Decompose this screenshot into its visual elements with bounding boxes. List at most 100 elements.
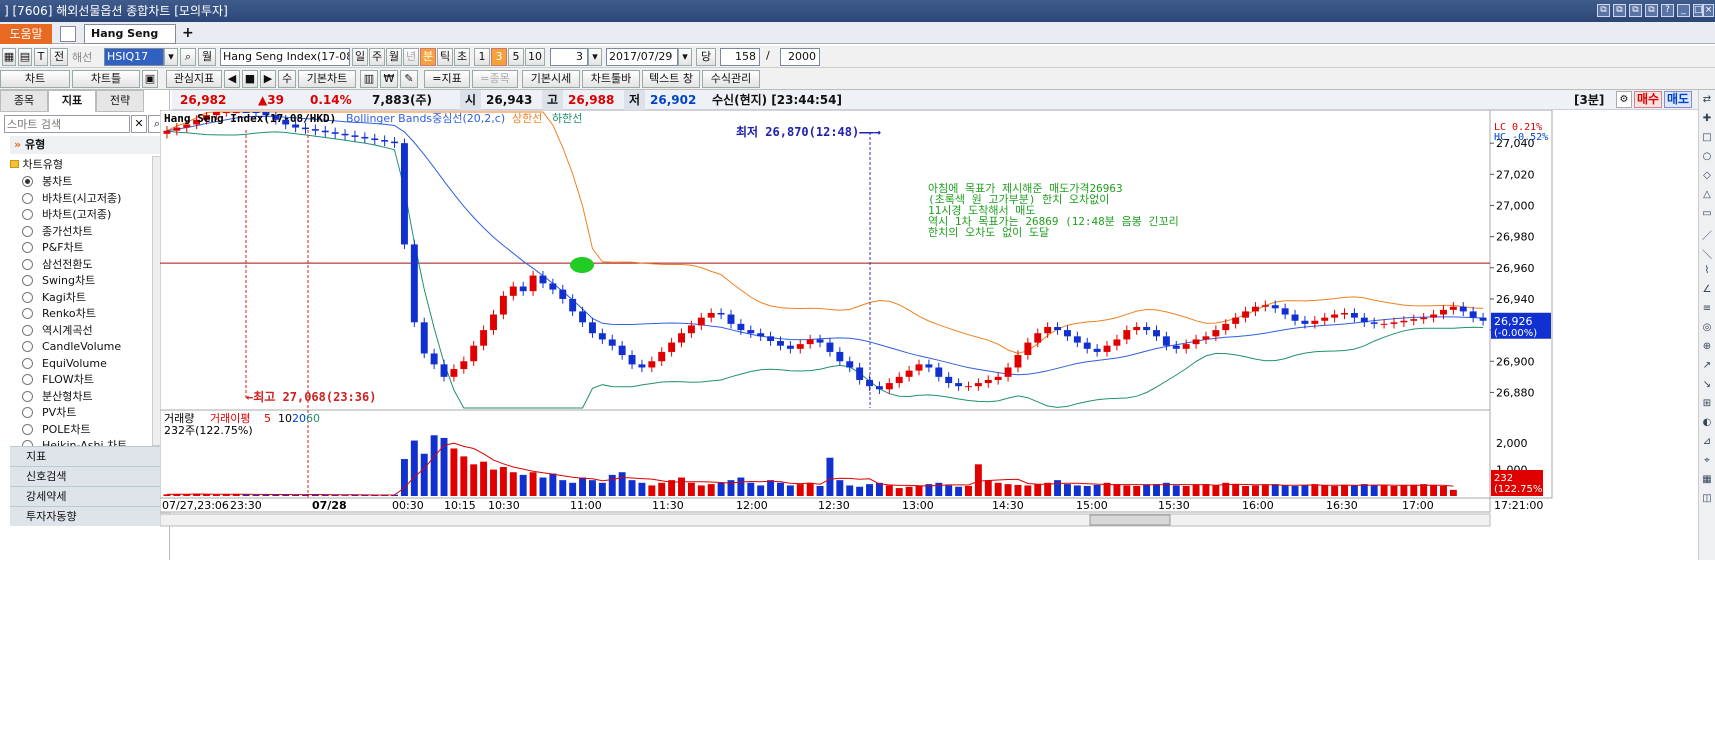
drawing-tool-icon[interactable]: ↗: [1702, 360, 1712, 371]
tab-symbol[interactable]: 종목: [0, 90, 48, 112]
tile-icon[interactable]: ⧉: [1613, 4, 1626, 17]
date-input[interactable]: 2017/07/29: [606, 48, 678, 66]
close-button[interactable]: ×: [1703, 4, 1714, 17]
drawing-tool-icon[interactable]: ◇: [1703, 170, 1711, 181]
tab-strategy[interactable]: 전략: [96, 90, 144, 112]
drawing-tool-icon[interactable]: □: [1702, 132, 1712, 143]
sell-button[interactable]: 매도: [1664, 91, 1692, 108]
chart-type-item[interactable]: 바차트(시고저종): [22, 191, 121, 207]
chart-type-item[interactable]: 역시계곡선: [22, 323, 93, 339]
chart-type-item[interactable]: CandleVolume: [22, 339, 121, 355]
drawing-tool-icon[interactable]: △: [1703, 189, 1711, 200]
currency-button[interactable]: ₩: [380, 70, 398, 88]
tab-hang-seng[interactable]: Hang Seng ✕: [84, 24, 176, 58]
help-button[interactable]: 도움말: [0, 24, 52, 44]
interval-10[interactable]: 10: [525, 48, 545, 66]
count-input[interactable]: 158: [720, 48, 760, 66]
chart-frame-button[interactable]: 차트틀: [72, 70, 140, 88]
watch-indicator-button[interactable]: 관심지표: [166, 70, 222, 88]
layout-icon[interactable]: ⧉: [1645, 4, 1658, 17]
radio-icon[interactable]: [22, 324, 33, 336]
drawing-tool-icon[interactable]: ○: [1702, 151, 1712, 162]
period-month[interactable]: 월: [386, 48, 402, 66]
wrench-icon[interactable]: ✎: [400, 70, 418, 88]
interval-3[interactable]: 3: [491, 48, 507, 66]
tab-indicator[interactable]: 지표: [48, 90, 96, 112]
radio-icon[interactable]: [22, 176, 33, 187]
group-header[interactable]: » 유형: [10, 136, 168, 154]
chart-type-item[interactable]: FLOW차트: [22, 372, 94, 388]
drawing-tool-icon[interactable]: ⇄: [1702, 94, 1712, 105]
drawing-tool-icon[interactable]: ◐: [1702, 417, 1712, 428]
drawing-tool-icon[interactable]: ⊕: [1702, 341, 1712, 352]
symbol-button[interactable]: =종목: [472, 70, 518, 88]
drawing-tool-icon[interactable]: ⊞: [1702, 398, 1712, 409]
drawing-tool-icon[interactable]: ／: [1702, 231, 1712, 242]
period-day[interactable]: 일: [352, 48, 368, 66]
subgroup-header[interactable]: 차트유형: [10, 156, 63, 172]
chart-type-item[interactable]: POLE차트: [22, 422, 91, 438]
chart-type-item[interactable]: PV차트: [22, 405, 76, 421]
basic-quote-button[interactable]: 기본시세: [522, 70, 580, 88]
chevron-down-icon[interactable]: ▾: [164, 48, 178, 66]
drawing-tool-icon[interactable]: ≡: [1702, 303, 1712, 314]
period-year[interactable]: 년: [403, 48, 419, 66]
all-button[interactable]: 전: [50, 48, 68, 66]
drawing-tool-icon[interactable]: ∠: [1702, 284, 1712, 295]
chart-toolbar-button[interactable]: 차트툴바: [582, 70, 640, 88]
section-investor[interactable]: 투자자동향: [10, 506, 168, 526]
chart-type-item[interactable]: 종가선차트: [22, 224, 93, 240]
current-button[interactable]: 당: [696, 48, 716, 66]
chart-type-item[interactable]: Renko차트: [22, 306, 96, 322]
calendar-dropdown-icon[interactable]: ▾: [678, 48, 692, 66]
table-icon[interactable]: ▤: [18, 48, 32, 66]
formula-manager-button[interactable]: 수식관리: [702, 70, 760, 88]
maximize-button[interactable]: □: [1693, 4, 1703, 17]
chart-type-item[interactable]: Swing차트: [22, 273, 95, 289]
stop-button[interactable]: ■: [242, 70, 258, 88]
section-signal-search[interactable]: 신호검색: [10, 466, 168, 486]
period-week[interactable]: 주: [369, 48, 385, 66]
radio-icon[interactable]: [22, 407, 33, 418]
chart-type-item[interactable]: 바차트(고저종): [22, 207, 111, 223]
symbol-code-input[interactable]: HSIQ17: [104, 48, 164, 66]
drawing-tool-icon[interactable]: ▦: [1702, 474, 1712, 485]
tab-list-icon[interactable]: [60, 26, 76, 42]
radio-icon[interactable]: [22, 357, 33, 369]
filter-icon[interactable]: T: [34, 48, 48, 66]
chevron-down-icon[interactable]: ▾: [588, 48, 602, 66]
radio-icon[interactable]: [22, 275, 33, 286]
month-button[interactable]: 월: [198, 48, 216, 66]
drawing-tool-icon[interactable]: ◎: [1702, 322, 1712, 333]
smart-search-input[interactable]: [4, 115, 130, 133]
chart-button[interactable]: 차트: [0, 70, 70, 88]
radio-icon[interactable]: [22, 291, 33, 303]
chart-type-item[interactable]: P&F차트: [22, 240, 84, 256]
radio-icon[interactable]: [22, 341, 33, 352]
drawing-tool-icon[interactable]: ⌇: [1704, 265, 1710, 276]
radio-icon[interactable]: [22, 258, 33, 270]
radio-icon[interactable]: [22, 374, 33, 385]
drawing-tool-icon[interactable]: ⌖: [1704, 455, 1710, 466]
minimize-button[interactable]: _: [1677, 4, 1690, 17]
period-second[interactable]: 초: [454, 48, 470, 66]
copy-icon[interactable]: ⧉: [1629, 4, 1642, 17]
help-icon[interactable]: ?: [1661, 4, 1674, 17]
chart-type-item[interactable]: 분산형차트: [22, 389, 93, 405]
interval-1[interactable]: 1: [474, 48, 490, 66]
radio-icon[interactable]: [22, 390, 33, 402]
chart-type-item[interactable]: Kagi차트: [22, 290, 86, 306]
prev-button[interactable]: ◀: [224, 70, 240, 88]
radio-icon[interactable]: [22, 423, 33, 435]
settings-icon[interactable]: ⚙: [1616, 91, 1632, 108]
section-indicator[interactable]: 지표: [10, 446, 168, 466]
chart-type-item[interactable]: EquiVolume: [22, 356, 107, 372]
radio-icon[interactable]: [22, 225, 33, 237]
price-chart[interactable]: Hang Seng Index(17-08/HKD) Bollinger Band…: [160, 110, 1698, 530]
radio-icon[interactable]: [22, 209, 33, 220]
next-button[interactable]: ▶: [260, 70, 276, 88]
drawing-tool-icon[interactable]: ↘: [1702, 379, 1712, 390]
buy-button[interactable]: 매수: [1634, 91, 1662, 108]
search-icon[interactable]: ⌕: [180, 48, 196, 66]
radio-icon[interactable]: [22, 192, 33, 204]
